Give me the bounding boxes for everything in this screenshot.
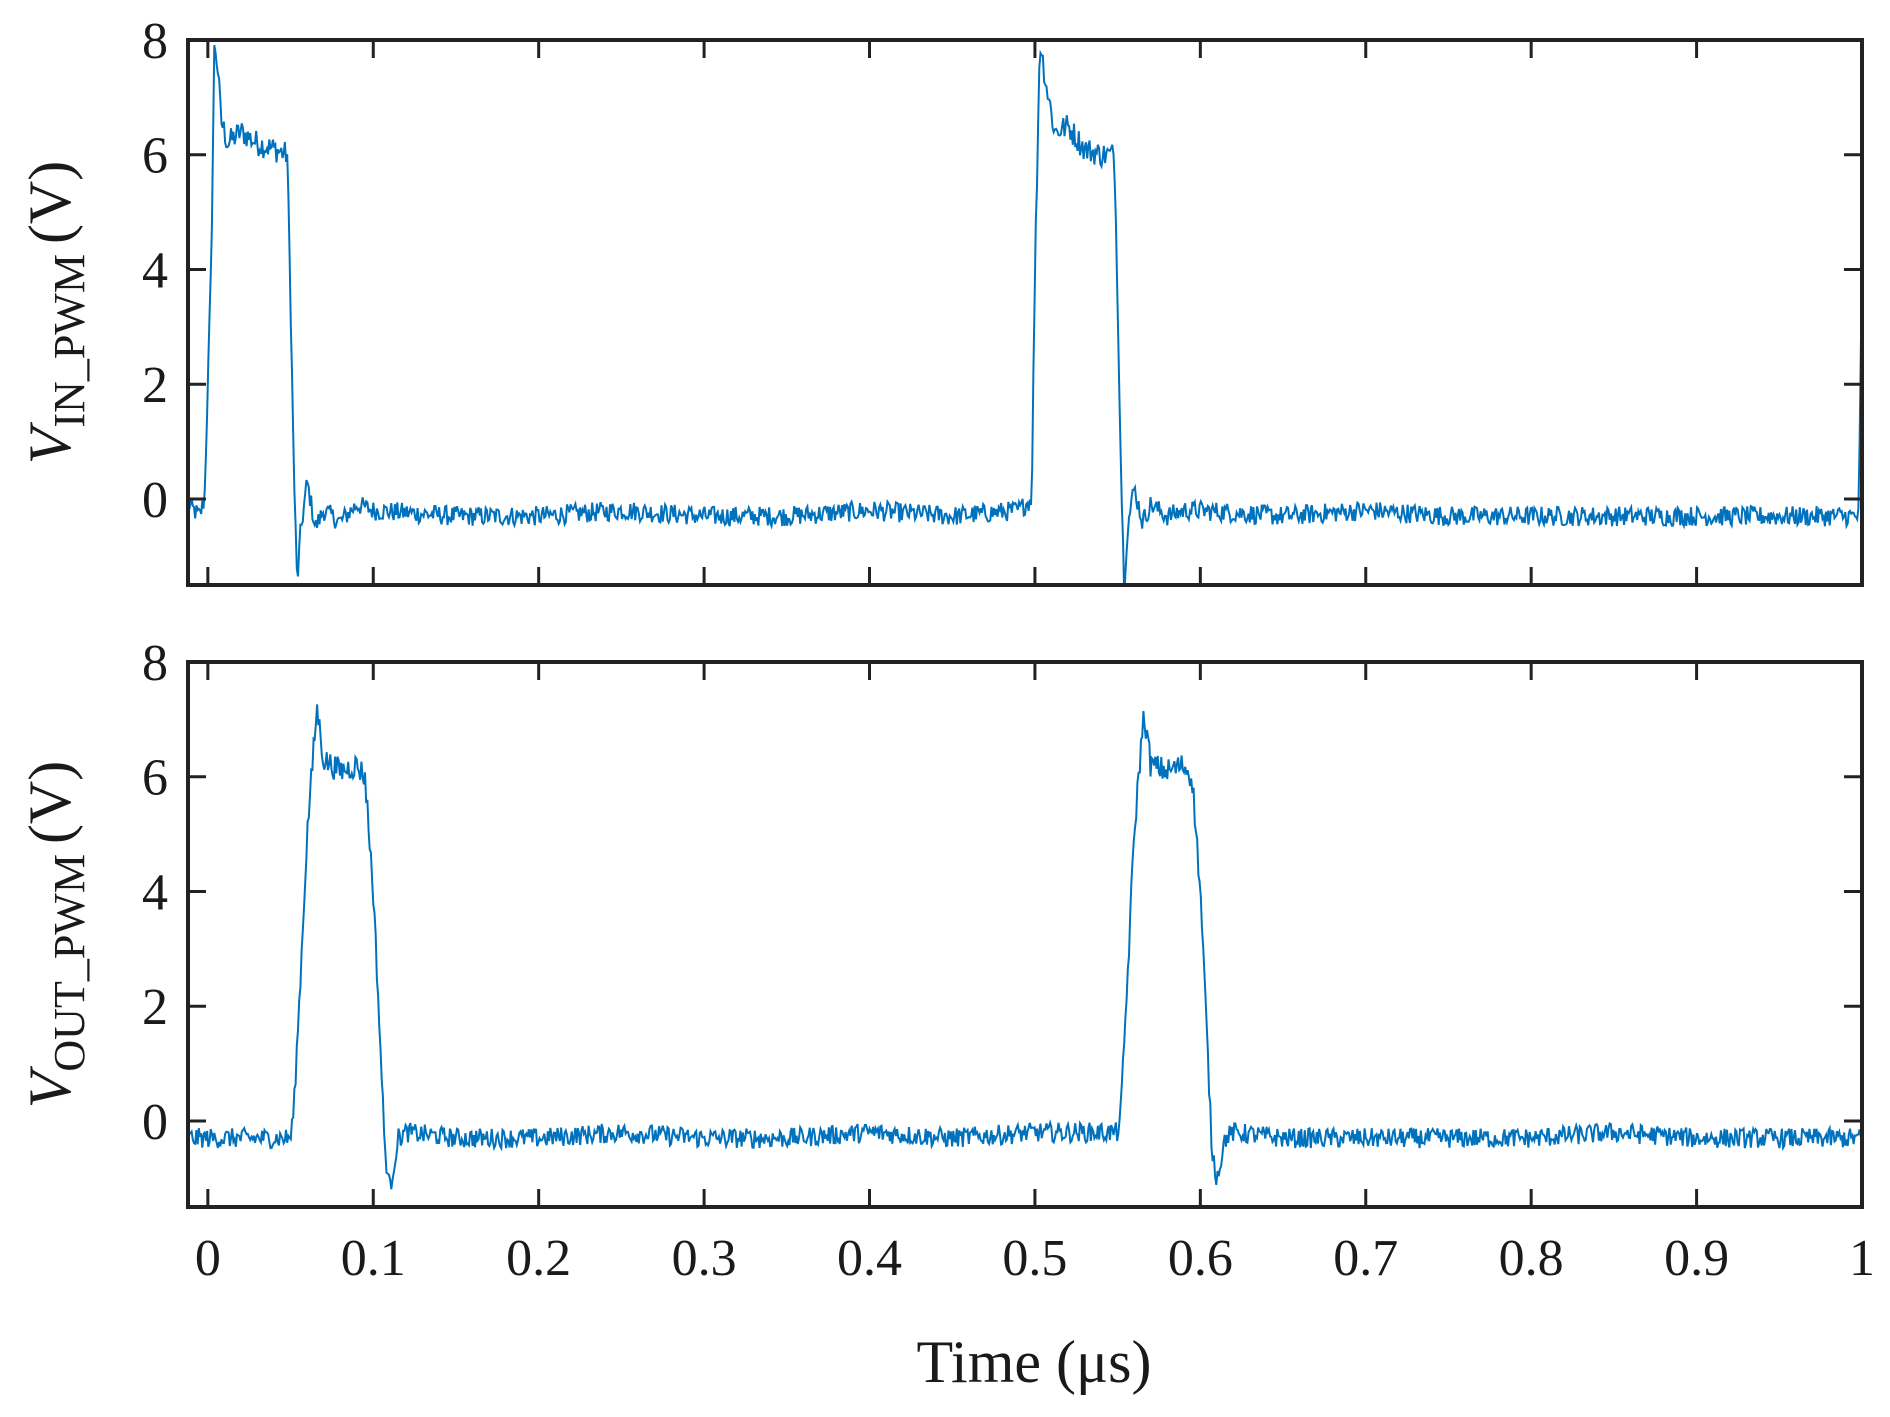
y-tick-label: 6 [142,750,168,807]
y-tick-label: 6 [142,128,168,185]
y-tick-label: 8 [142,13,168,70]
plot-frame [186,38,1864,587]
x-tick-label: 0.3 [672,1230,737,1287]
y-tick-label: 0 [142,472,168,529]
x-tick-label: 0.9 [1664,1230,1729,1287]
panel-vin-pwm: 0 2 4 6 8 VIN_PWM (V) [17,13,1864,587]
y-tick-label: 2 [142,979,168,1036]
trace-line [188,45,1862,585]
y-tick-label: 4 [142,864,168,921]
trace-line [188,704,1862,1190]
plot-frame [186,660,1864,1209]
y-axis-unit: (V) [17,161,83,244]
y-axis-label: VOUT_PWM (V) [17,761,94,1109]
x-tick-label: 0.8 [1499,1230,1564,1287]
x-axis-label: Time (μs) [917,1329,1152,1395]
x-tick-label: 0 [195,1230,221,1287]
x-tick-label: 1 [1849,1230,1875,1287]
x-tick-label: 0.5 [1002,1230,1067,1287]
x-tick-label: 0.1 [341,1230,406,1287]
x-tick-label: 0.4 [837,1230,902,1287]
y-axis-label: VIN_PWM (V) [17,161,94,465]
y-tick-label: 0 [142,1094,168,1151]
y-axis-unit: (V) [17,761,83,844]
y-axis-symbol: V [17,1065,83,1108]
y-axis-subscript: IN_PWM [45,254,94,428]
y-tick-label: 8 [142,635,168,692]
y-tick-label: 2 [142,357,168,414]
y-tick-label: 4 [142,242,168,299]
panel-vout-pwm: 0 2 4 6 8 0 0.1 0.2 0.3 0.4 0.5 0.6 0.7 0.8 0.9 1 VOUT_P… [17,635,1875,1287]
y-axis-symbol: V [17,421,83,464]
x-tick-label: 0.7 [1333,1230,1398,1287]
x-tick-label: 0.2 [506,1230,571,1287]
x-tick-label: 0.6 [1168,1230,1233,1287]
y-axis-subscript: OUT_PWM [45,854,94,1072]
